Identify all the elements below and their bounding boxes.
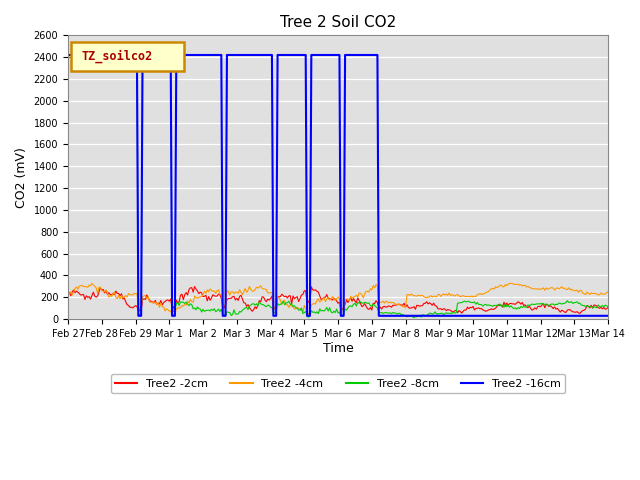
Tree2 -2cm <box>604 304 612 310</box>
Tree2 -16cm <box>424 313 432 319</box>
Y-axis label: CO2 (mV): CO2 (mV) <box>15 147 28 208</box>
Tree2 -8cm <box>604 304 612 310</box>
Tree2 -8cm <box>77 55 84 61</box>
Tree2 -8cm <box>113 54 121 60</box>
Tree2 -8cm <box>64 54 72 60</box>
Line: Tree2 -4cm: Tree2 -4cm <box>68 283 608 315</box>
Title: Tree 2 Soil CO2: Tree 2 Soil CO2 <box>280 15 396 30</box>
Tree2 -16cm <box>77 52 84 58</box>
Tree2 -4cm <box>351 294 359 300</box>
Tree2 -2cm <box>77 292 84 298</box>
Tree2 -16cm <box>112 52 120 58</box>
Text: TZ_soilco2: TZ_soilco2 <box>81 50 153 63</box>
Tree2 -16cm <box>288 52 296 58</box>
Tree2 -16cm <box>604 313 612 319</box>
Tree2 -4cm <box>112 294 120 300</box>
Tree2 -4cm <box>288 303 296 309</box>
Tree2 -4cm <box>64 290 72 296</box>
Tree2 -4cm <box>424 294 432 300</box>
Tree2 -2cm <box>424 301 432 307</box>
Tree2 -4cm <box>168 312 176 318</box>
Tree2 -4cm <box>506 280 513 286</box>
Tree2 -2cm <box>576 311 584 316</box>
Tree2 -8cm <box>426 311 433 316</box>
Tree2 -16cm <box>441 313 449 319</box>
Tree2 -8cm <box>442 310 450 316</box>
Tree2 -8cm <box>111 53 118 59</box>
Tree2 -2cm <box>441 306 449 312</box>
Tree2 -2cm <box>112 288 120 294</box>
Tree2 -8cm <box>288 301 296 307</box>
Tree2 -4cm <box>604 289 612 295</box>
Line: Tree2 -16cm: Tree2 -16cm <box>68 55 608 316</box>
X-axis label: Time: Time <box>323 342 353 355</box>
Tree2 -4cm <box>77 283 84 288</box>
Tree2 -2cm <box>351 298 359 304</box>
Tree2 -2cm <box>288 301 296 307</box>
Legend: Tree2 -2cm, Tree2 -4cm, Tree2 -8cm, Tree2 -16cm: Tree2 -2cm, Tree2 -4cm, Tree2 -8cm, Tree… <box>111 374 566 393</box>
Tree2 -4cm <box>441 292 449 298</box>
Tree2 -16cm <box>351 52 359 58</box>
Tree2 -2cm <box>64 290 72 296</box>
Tree2 -16cm <box>64 52 72 58</box>
Line: Tree2 -2cm: Tree2 -2cm <box>68 287 608 313</box>
Line: Tree2 -8cm: Tree2 -8cm <box>68 56 608 318</box>
Tree2 -8cm <box>351 300 359 306</box>
Tree2 -2cm <box>191 284 198 289</box>
FancyBboxPatch shape <box>71 42 184 71</box>
Tree2 -16cm <box>134 313 142 319</box>
Tree2 -8cm <box>410 315 418 321</box>
